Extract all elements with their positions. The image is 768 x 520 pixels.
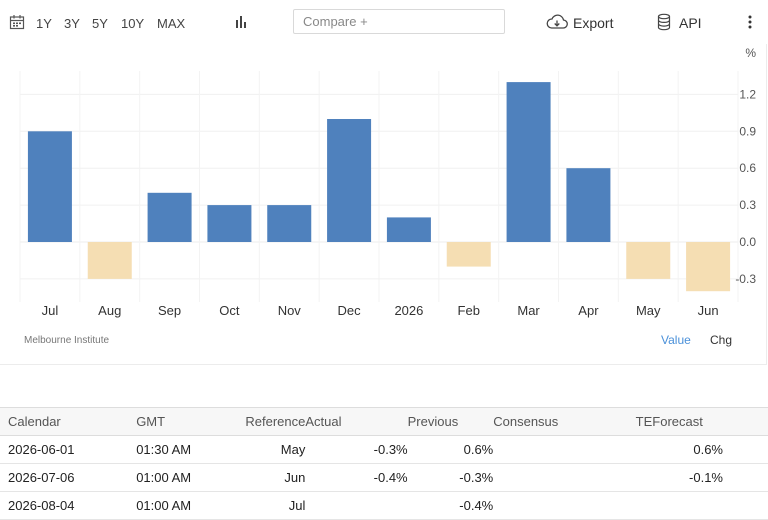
- bar-apr[interactable]: [566, 168, 611, 242]
- y-tick-label: -0.3: [735, 272, 756, 286]
- y-tick-label: 1.2: [739, 87, 756, 101]
- bar-oct[interactable]: [207, 205, 252, 242]
- x-tick-label: Dec: [338, 303, 362, 318]
- bar-feb[interactable]: [446, 242, 491, 267]
- calendar-icon[interactable]: [9, 14, 25, 35]
- x-tick-label: Jul: [42, 303, 59, 318]
- cell-reference: May: [245, 435, 306, 464]
- header-actual: Actual: [305, 407, 408, 436]
- table-row: 2026-06-01 01:30 AM May -0.3% 0.6% 0.6%: [0, 435, 768, 464]
- y-tick-label: 0.0: [739, 235, 756, 249]
- bar-nov[interactable]: [267, 205, 312, 242]
- x-tick-label: Feb: [458, 303, 480, 318]
- x-tick-label: Jun: [698, 303, 719, 318]
- cell-date: 2026-08-04: [0, 491, 137, 520]
- cell-date: 2026-06-01: [0, 435, 137, 464]
- cell-teforecast: -0.1%: [612, 463, 768, 492]
- api-button[interactable]: API: [679, 15, 702, 31]
- table-row: 2026-08-04 01:00 AM Jul -0.4%: [0, 491, 768, 520]
- x-tick-label: May: [636, 303, 661, 318]
- header-previous: Previous: [407, 407, 494, 436]
- x-tick-label: Mar: [517, 303, 540, 318]
- header-reference: Reference: [245, 407, 306, 436]
- bar-2026[interactable]: [386, 217, 431, 242]
- table-row: 2026-07-06 01:00 AM Jun -0.4% -0.3% -0.1…: [0, 463, 768, 492]
- source-label: Melbourne Institute: [24, 335, 110, 346]
- cell-consensus: [493, 463, 613, 492]
- x-tick-label: Nov: [278, 303, 302, 318]
- range-max-button[interactable]: MAX: [157, 16, 186, 31]
- cell-reference: Jun: [245, 463, 306, 492]
- bar-sep[interactable]: [147, 192, 192, 242]
- cell-previous: 0.6%: [407, 435, 494, 464]
- cell-gmt: 01:00 AM: [136, 463, 246, 492]
- header-teforecast: TEForecast: [612, 407, 768, 436]
- cell-actual: -0.3%: [305, 435, 408, 464]
- cell-consensus: [493, 435, 613, 464]
- range-3y-button[interactable]: 3Y: [64, 16, 80, 31]
- x-tick-label: Apr: [578, 303, 599, 318]
- bar-aug[interactable]: [87, 242, 132, 279]
- range-5y-button[interactable]: 5Y: [92, 16, 108, 31]
- cell-gmt: 01:00 AM: [136, 491, 246, 520]
- cloud-download-icon[interactable]: [546, 14, 568, 35]
- compare-field[interactable]: [293, 9, 505, 34]
- compare-input[interactable]: [294, 10, 504, 33]
- bar-dec[interactable]: [327, 119, 372, 242]
- y-tick-label: 0.6: [739, 161, 756, 175]
- cell-reference: Jul: [245, 491, 306, 520]
- export-button[interactable]: Export: [573, 15, 614, 31]
- x-tick-label: Oct: [219, 303, 240, 318]
- cell-teforecast: 0.6%: [612, 435, 768, 464]
- range-10y-button[interactable]: 10Y: [121, 16, 145, 31]
- bar-mar[interactable]: [506, 82, 551, 242]
- x-tick-label: Sep: [158, 303, 181, 318]
- calendar-table: Calendar GMT Reference Actual Previous C…: [0, 407, 768, 520]
- cell-previous: -0.4%: [407, 491, 494, 520]
- header-consensus: Consensus: [493, 407, 613, 436]
- y-tick-label: 0.9: [739, 124, 756, 138]
- more-options-icon[interactable]: [748, 15, 752, 34]
- table-header-row: Calendar GMT Reference Actual Previous C…: [0, 407, 768, 436]
- chart-panel: % 1.2 0.9 0.6 0.3 0.0 -0.3 Jul Aug Sep Oct Nov Dec…: [0, 44, 767, 365]
- chart-type-icon[interactable]: [235, 14, 249, 35]
- database-icon[interactable]: [657, 13, 671, 36]
- x-tick-label: Aug: [98, 303, 121, 318]
- cell-teforecast: [612, 491, 768, 520]
- y-unit-label: %: [745, 46, 756, 60]
- header-gmt: GMT: [136, 407, 246, 436]
- cell-gmt: 01:30 AM: [136, 435, 246, 464]
- cell-actual: -0.4%: [305, 463, 408, 492]
- bar-may[interactable]: [626, 242, 671, 279]
- header-calendar: Calendar: [0, 407, 137, 436]
- bar-chart: % 1.2 0.9 0.6 0.3 0.0 -0.3 Jul Aug Sep Oct Nov Dec…: [19, 46, 756, 318]
- tab-chg[interactable]: Chg: [710, 333, 733, 347]
- y-tick-label: 0.3: [739, 198, 756, 212]
- tab-value[interactable]: Value: [661, 333, 691, 347]
- cell-consensus: [493, 491, 613, 520]
- cell-actual: [305, 491, 408, 520]
- bar-jun[interactable]: [686, 242, 731, 292]
- cell-date: 2026-07-06: [0, 463, 137, 492]
- cell-previous: -0.3%: [407, 463, 494, 492]
- x-tick-label: 2026: [394, 303, 423, 318]
- range-1y-button[interactable]: 1Y: [36, 16, 52, 31]
- toolbar: 1Y 3Y 5Y 10Y MAX Export API: [0, 0, 768, 44]
- bar-jul[interactable]: [27, 131, 72, 242]
